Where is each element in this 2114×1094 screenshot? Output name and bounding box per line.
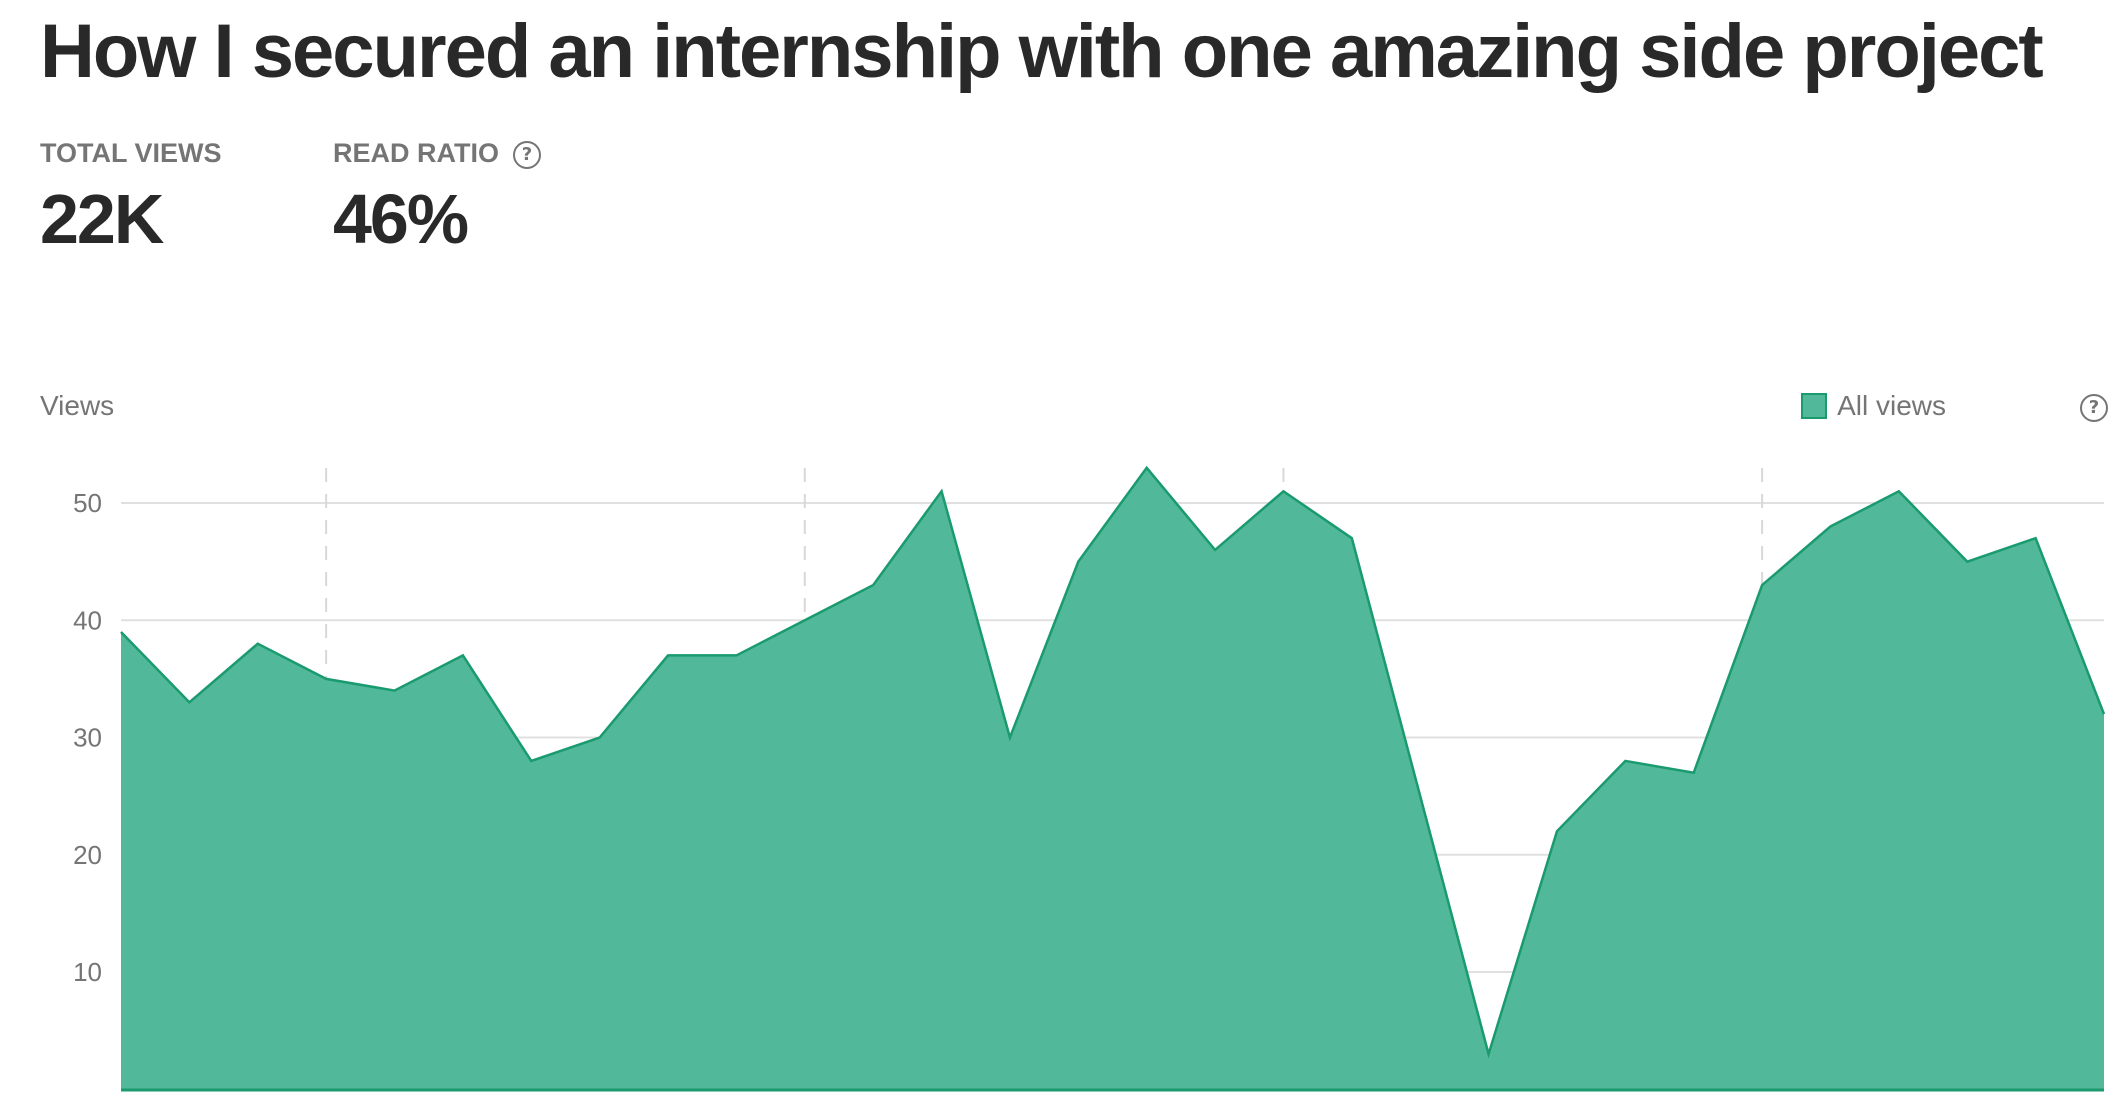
- help-icon[interactable]: ?: [513, 140, 541, 169]
- chart-y-axis-label: Views: [40, 390, 115, 421]
- chart-y-ticks: 10 20 30 40 50: [73, 488, 102, 987]
- chart-area-layer: [120, 465, 2106, 1092]
- read-ratio-label: READ RATIO: [333, 138, 499, 168]
- page-title: How I secured an internship with one ama…: [40, 9, 2044, 94]
- y-tick-label-50: 50: [73, 488, 102, 518]
- all-views-area: [121, 467, 2104, 1090]
- total-views-value: 22K: [40, 180, 164, 258]
- y-tick-label-40: 40: [73, 605, 102, 635]
- chart-help-icon[interactable]: ?: [2080, 394, 2108, 422]
- legend-label: All views: [1837, 390, 1946, 421]
- read-ratio-stat: READ RATIO? 46%: [333, 138, 541, 259]
- chart-legend: All views: [1801, 390, 1946, 422]
- legend-swatch: [1801, 393, 1828, 419]
- y-tick-label-30: 30: [73, 723, 102, 753]
- total-views-label: TOTAL VIEWS: [40, 138, 222, 168]
- y-tick-label-20: 20: [73, 840, 102, 870]
- all-views-line: [120, 465, 2106, 1059]
- read-ratio-label-row: READ RATIO?: [333, 138, 541, 169]
- total-views-stat: TOTAL VIEWS 22K: [40, 138, 222, 259]
- y-tick-label-10: 10: [73, 957, 102, 987]
- read-ratio-value: 46%: [333, 180, 469, 258]
